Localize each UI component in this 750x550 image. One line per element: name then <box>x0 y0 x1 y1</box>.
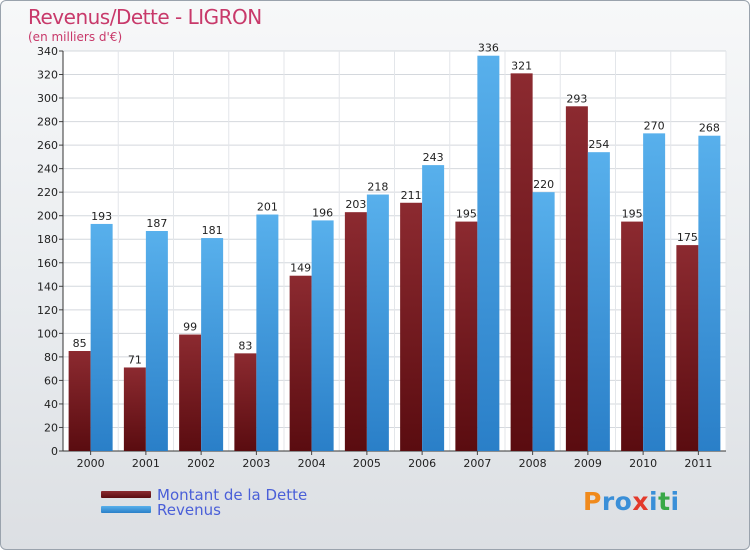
bar-revenue <box>698 135 721 452</box>
data-label: 71 <box>128 353 142 366</box>
y-tick-label: 340 <box>37 45 58 58</box>
data-label: 187 <box>146 217 167 230</box>
data-label: 211 <box>401 189 422 202</box>
bar-debt <box>179 334 202 451</box>
bar-debt <box>400 202 423 451</box>
logo-letter: P <box>583 487 602 516</box>
bar-revenue <box>311 220 334 451</box>
y-tick-label: 320 <box>37 69 58 82</box>
data-label: 268 <box>699 122 720 135</box>
bar-revenue <box>145 231 168 451</box>
y-tick-label: 180 <box>37 233 58 246</box>
data-label: 149 <box>290 262 311 275</box>
y-tick-label: 260 <box>37 139 58 152</box>
data-label: 181 <box>202 224 223 237</box>
x-tick-label: 2010 <box>629 457 657 470</box>
x-tick-label: 2002 <box>187 457 215 470</box>
y-tick-label: 60 <box>44 374 58 387</box>
data-label: 220 <box>533 178 554 191</box>
legend: Montant de la Dette Revenus <box>101 485 308 519</box>
bar-revenue <box>422 165 445 451</box>
data-label: 201 <box>257 201 278 214</box>
legend-label-debt: Montant de la Dette <box>157 485 308 504</box>
legend-swatch-debt <box>101 491 151 498</box>
x-tick-label: 2009 <box>574 457 602 470</box>
y-tick-label: 100 <box>37 327 58 340</box>
data-label: 254 <box>588 138 609 151</box>
y-tick-label: 200 <box>37 210 58 223</box>
logo-letter: t <box>658 487 671 516</box>
bar-debt <box>510 73 533 452</box>
legend-item-debt: Montant de la Dette <box>101 485 308 504</box>
y-tick-label: 120 <box>37 304 58 317</box>
data-label: 99 <box>183 321 197 334</box>
x-tick-label: 2003 <box>242 457 270 470</box>
bar-revenue <box>477 55 500 452</box>
data-label: 175 <box>677 231 698 244</box>
bar-debt <box>455 221 478 451</box>
bar-revenue <box>366 194 389 451</box>
data-label: 196 <box>312 206 333 219</box>
data-label: 83 <box>238 339 252 352</box>
x-tick-label: 2007 <box>463 457 491 470</box>
proxiti-logo: Proxiti <box>583 487 680 516</box>
y-tick-label: 80 <box>44 351 58 364</box>
y-tick-label: 20 <box>44 421 58 434</box>
data-label: 293 <box>566 92 587 105</box>
data-label: 195 <box>456 208 477 221</box>
bar-debt <box>68 351 91 451</box>
bar-debt <box>621 221 644 451</box>
y-tick-label: 220 <box>37 186 58 199</box>
bar-debt <box>344 212 367 451</box>
logo-letter: o <box>614 487 633 516</box>
bar-revenue <box>532 192 555 452</box>
bar-revenue <box>643 133 666 451</box>
x-tick-label: 2008 <box>519 457 547 470</box>
bar-revenue <box>587 152 610 452</box>
bar-revenue <box>90 223 113 451</box>
x-tick-label: 2000 <box>77 457 105 470</box>
bar-revenue <box>256 214 279 451</box>
bar-debt <box>123 367 146 451</box>
y-tick-label: 140 <box>37 280 58 293</box>
data-label: 195 <box>622 208 643 221</box>
logo-letter: i <box>670 487 680 516</box>
y-tick-label: 0 <box>51 445 58 458</box>
x-tick-label: 2001 <box>132 457 160 470</box>
x-tick-label: 2004 <box>298 457 326 470</box>
data-label: 321 <box>511 59 532 72</box>
y-tick-label: 240 <box>37 163 58 176</box>
bar-debt <box>676 245 699 451</box>
bar-revenue <box>201 238 224 451</box>
bar-debt <box>289 275 312 451</box>
bar-debt <box>565 106 588 451</box>
data-label: 218 <box>367 181 388 194</box>
legend-swatch-revenue <box>101 506 151 513</box>
chart-subtitle: (en milliers d'€) <box>28 30 123 44</box>
x-tick-label: 2006 <box>408 457 436 470</box>
data-label: 203 <box>345 198 366 211</box>
x-tick-label: 2011 <box>684 457 712 470</box>
data-label: 270 <box>644 119 665 132</box>
y-tick-label: 280 <box>37 116 58 129</box>
y-tick-label: 160 <box>37 257 58 270</box>
legend-item-revenue: Revenus <box>101 500 307 519</box>
x-tick-label: 2005 <box>353 457 381 470</box>
bar-debt <box>234 353 257 451</box>
data-label: 85 <box>73 337 87 350</box>
data-label: 193 <box>91 210 112 223</box>
y-tick-label: 300 <box>37 92 58 105</box>
chart-title: Revenus/Dette - LIGRON <box>28 5 262 29</box>
y-tick-label: 40 <box>44 398 58 411</box>
data-label: 336 <box>478 42 499 55</box>
data-label: 243 <box>423 151 444 164</box>
legend-label-revenue: Revenus <box>157 500 221 519</box>
logo-letter: x <box>632 487 649 516</box>
logo-letter: r <box>601 487 615 516</box>
logo-letter: i <box>649 487 659 516</box>
